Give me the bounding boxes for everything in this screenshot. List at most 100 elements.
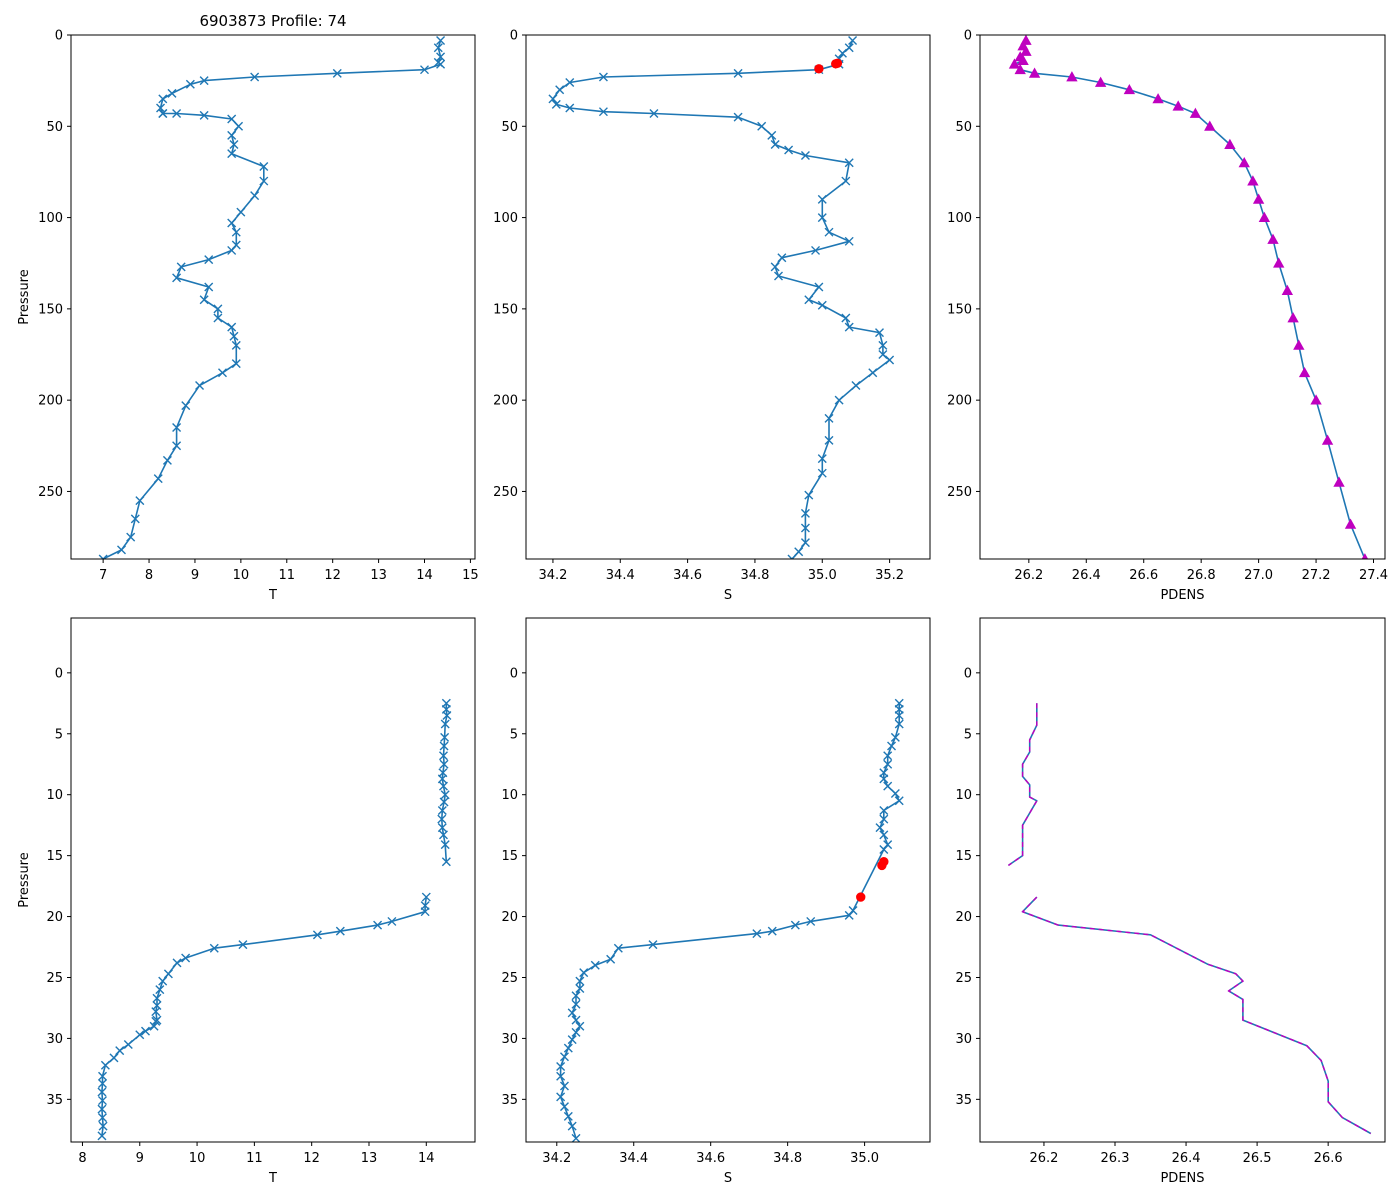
data-point <box>879 806 889 816</box>
data-point <box>733 112 743 122</box>
x-tick-label: 34.8 <box>773 1151 802 1166</box>
data-point <box>98 1121 108 1131</box>
data-point <box>817 300 827 310</box>
data-point <box>571 991 581 1001</box>
data-point <box>440 790 450 800</box>
data-point <box>575 983 585 993</box>
data-point <box>421 892 431 902</box>
y-tick-label: 250 <box>38 485 63 500</box>
data-point <box>440 732 450 742</box>
data-point <box>559 1102 569 1112</box>
data-point <box>167 88 177 98</box>
data-point <box>824 435 834 445</box>
data-point <box>1189 107 1202 118</box>
data-point <box>1123 83 1136 95</box>
y-tick-label: 250 <box>947 485 972 500</box>
data-point <box>204 282 214 292</box>
data-point <box>598 72 608 82</box>
data-point <box>559 1052 569 1062</box>
y-tick-label: 10 <box>501 788 518 803</box>
y-tick-label: 0 <box>964 666 972 681</box>
data-point <box>879 830 889 840</box>
data-point <box>152 993 162 1003</box>
data-point <box>800 523 810 533</box>
y-tick-label: 100 <box>947 211 972 226</box>
data-point <box>844 158 854 168</box>
x-tick-label: 26.2 <box>1029 1151 1058 1166</box>
x-tick-label: 15 <box>462 568 479 583</box>
data-point <box>437 774 447 784</box>
x-tick-label: 14 <box>418 1151 435 1166</box>
y-tick-label: 35 <box>501 1093 518 1108</box>
data-point <box>806 916 816 926</box>
data-point <box>98 554 108 559</box>
data-point <box>438 830 448 840</box>
x-tick-label: 35.2 <box>875 568 904 583</box>
plot-area <box>98 35 446 559</box>
data-point <box>172 441 182 451</box>
y-tick-label: 35 <box>46 1093 63 1108</box>
data-point <box>440 840 450 850</box>
data-point <box>130 514 140 524</box>
data-point <box>887 741 897 751</box>
x-tick-label: 27.4 <box>1359 568 1388 583</box>
data-point <box>565 103 575 113</box>
panels: 7 8 9 10 11 12 13 14 15050100150200250TPressure3… <box>17 29 1388 1187</box>
data-point <box>1344 518 1357 529</box>
data-point <box>227 322 237 332</box>
data-point <box>439 741 449 751</box>
data-point <box>1094 76 1107 87</box>
y-tick-label: 25 <box>46 971 63 986</box>
data-point <box>98 1096 108 1106</box>
data-point <box>436 52 446 62</box>
data-point <box>844 322 854 332</box>
data-point <box>1281 284 1294 296</box>
data-point <box>817 468 827 478</box>
x-axis-label: S <box>724 1171 732 1186</box>
data-point <box>817 454 827 464</box>
data-point <box>439 797 449 807</box>
x-tick-label: 35.0 <box>850 1151 879 1166</box>
data-point <box>420 65 429 75</box>
data-point <box>794 547 804 557</box>
data-point <box>883 840 893 850</box>
y-tick-label: 50 <box>501 120 518 135</box>
data-point <box>885 355 895 365</box>
data-point <box>98 1079 108 1089</box>
data-point <box>1204 120 1216 131</box>
x-tick-label: 26.4 <box>1172 1151 1201 1166</box>
data-point <box>259 176 269 186</box>
data-point <box>571 1133 581 1142</box>
data-point <box>548 94 558 104</box>
data-point <box>437 814 447 824</box>
axes-frame <box>70 34 476 560</box>
data-point <box>844 43 854 53</box>
x-tick-label: 26.5 <box>1243 1151 1272 1166</box>
data-point <box>335 926 345 936</box>
x-tick-label: 14 <box>416 568 433 583</box>
data-point <box>784 145 794 155</box>
plot-area <box>556 698 904 1142</box>
data-point <box>1298 366 1311 378</box>
figure-title: 6903873 Profile: 74 <box>199 12 346 30</box>
data-point <box>834 395 844 405</box>
data-point <box>868 368 878 378</box>
data-point <box>332 68 342 78</box>
x-axis-label: PDENS <box>1160 1171 1204 1186</box>
qc-flag-point <box>856 892 866 902</box>
data-point <box>563 1043 573 1053</box>
data-point <box>556 1092 566 1102</box>
data-point <box>879 774 889 784</box>
data-point <box>890 732 900 742</box>
series-line <box>101 896 428 1136</box>
y-tick-label: 200 <box>493 394 518 409</box>
qc-flag-point <box>814 64 824 74</box>
data-point <box>1224 138 1236 149</box>
data-point <box>733 68 743 78</box>
data-point <box>551 99 561 109</box>
data-point <box>97 1131 107 1141</box>
y-tick-label: 5 <box>55 727 63 742</box>
data-point <box>213 304 223 314</box>
y-tick-label: 150 <box>947 302 972 317</box>
